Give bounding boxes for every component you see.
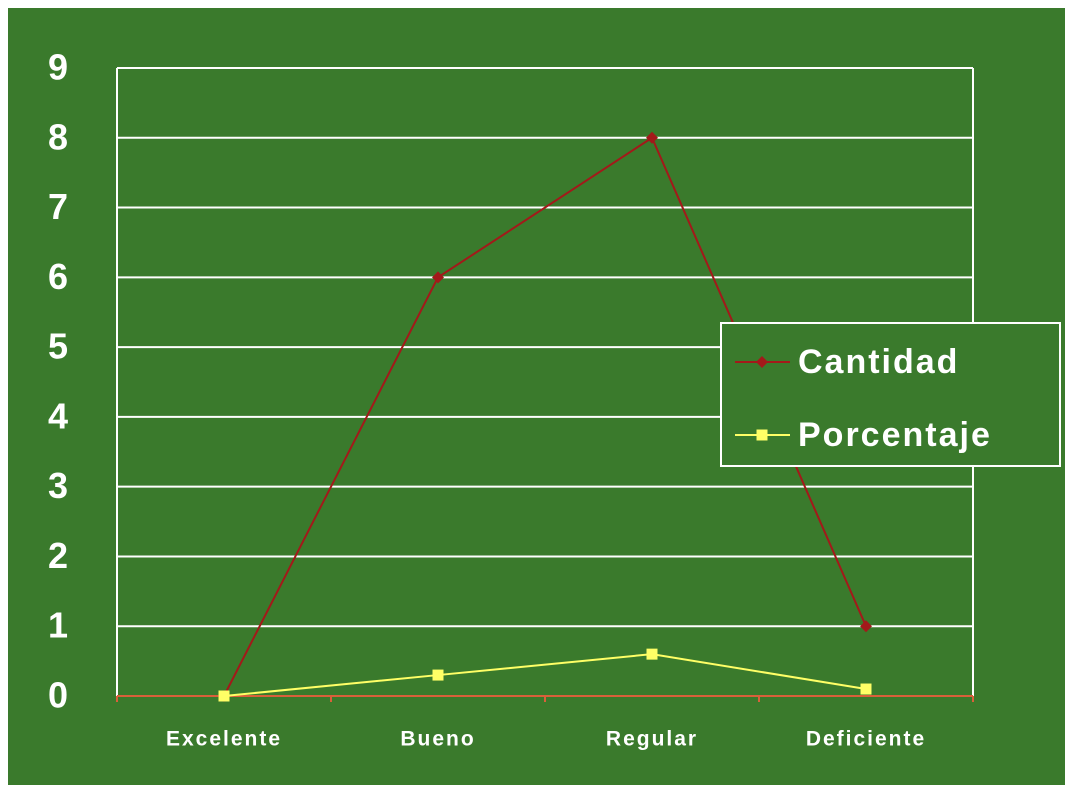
marker: [218, 690, 230, 702]
legend-box: [720, 322, 1061, 467]
legend-marker: [756, 429, 768, 441]
legend-marker: [756, 356, 768, 368]
marker: [860, 683, 872, 695]
y-tick-label: 9: [48, 47, 68, 88]
marker: [432, 669, 444, 681]
legend-label: Porcentaje: [798, 416, 992, 454]
marker: [860, 620, 872, 633]
x-tick-label: Deficiente: [806, 728, 926, 751]
y-tick-label: 7: [48, 186, 68, 227]
x-tick-label: Bueno: [400, 728, 475, 751]
y-tick-label: 2: [48, 535, 68, 576]
series-line: [223, 653, 867, 697]
y-tick-label: 8: [48, 116, 68, 157]
y-tick-label: 5: [48, 326, 68, 367]
marker: [646, 648, 658, 660]
legend-label: Cantidad: [798, 343, 959, 381]
y-tick-label: 6: [48, 256, 68, 297]
marker: [432, 271, 444, 284]
y-tick-label: 3: [48, 465, 68, 506]
y-tick-label: 4: [48, 395, 68, 436]
x-tick-label: Excelente: [166, 728, 282, 751]
y-tick-label: 1: [48, 605, 68, 646]
marker: [646, 131, 658, 144]
x-tick-label: Regular: [606, 728, 698, 751]
y-tick-label: 0: [48, 675, 68, 716]
